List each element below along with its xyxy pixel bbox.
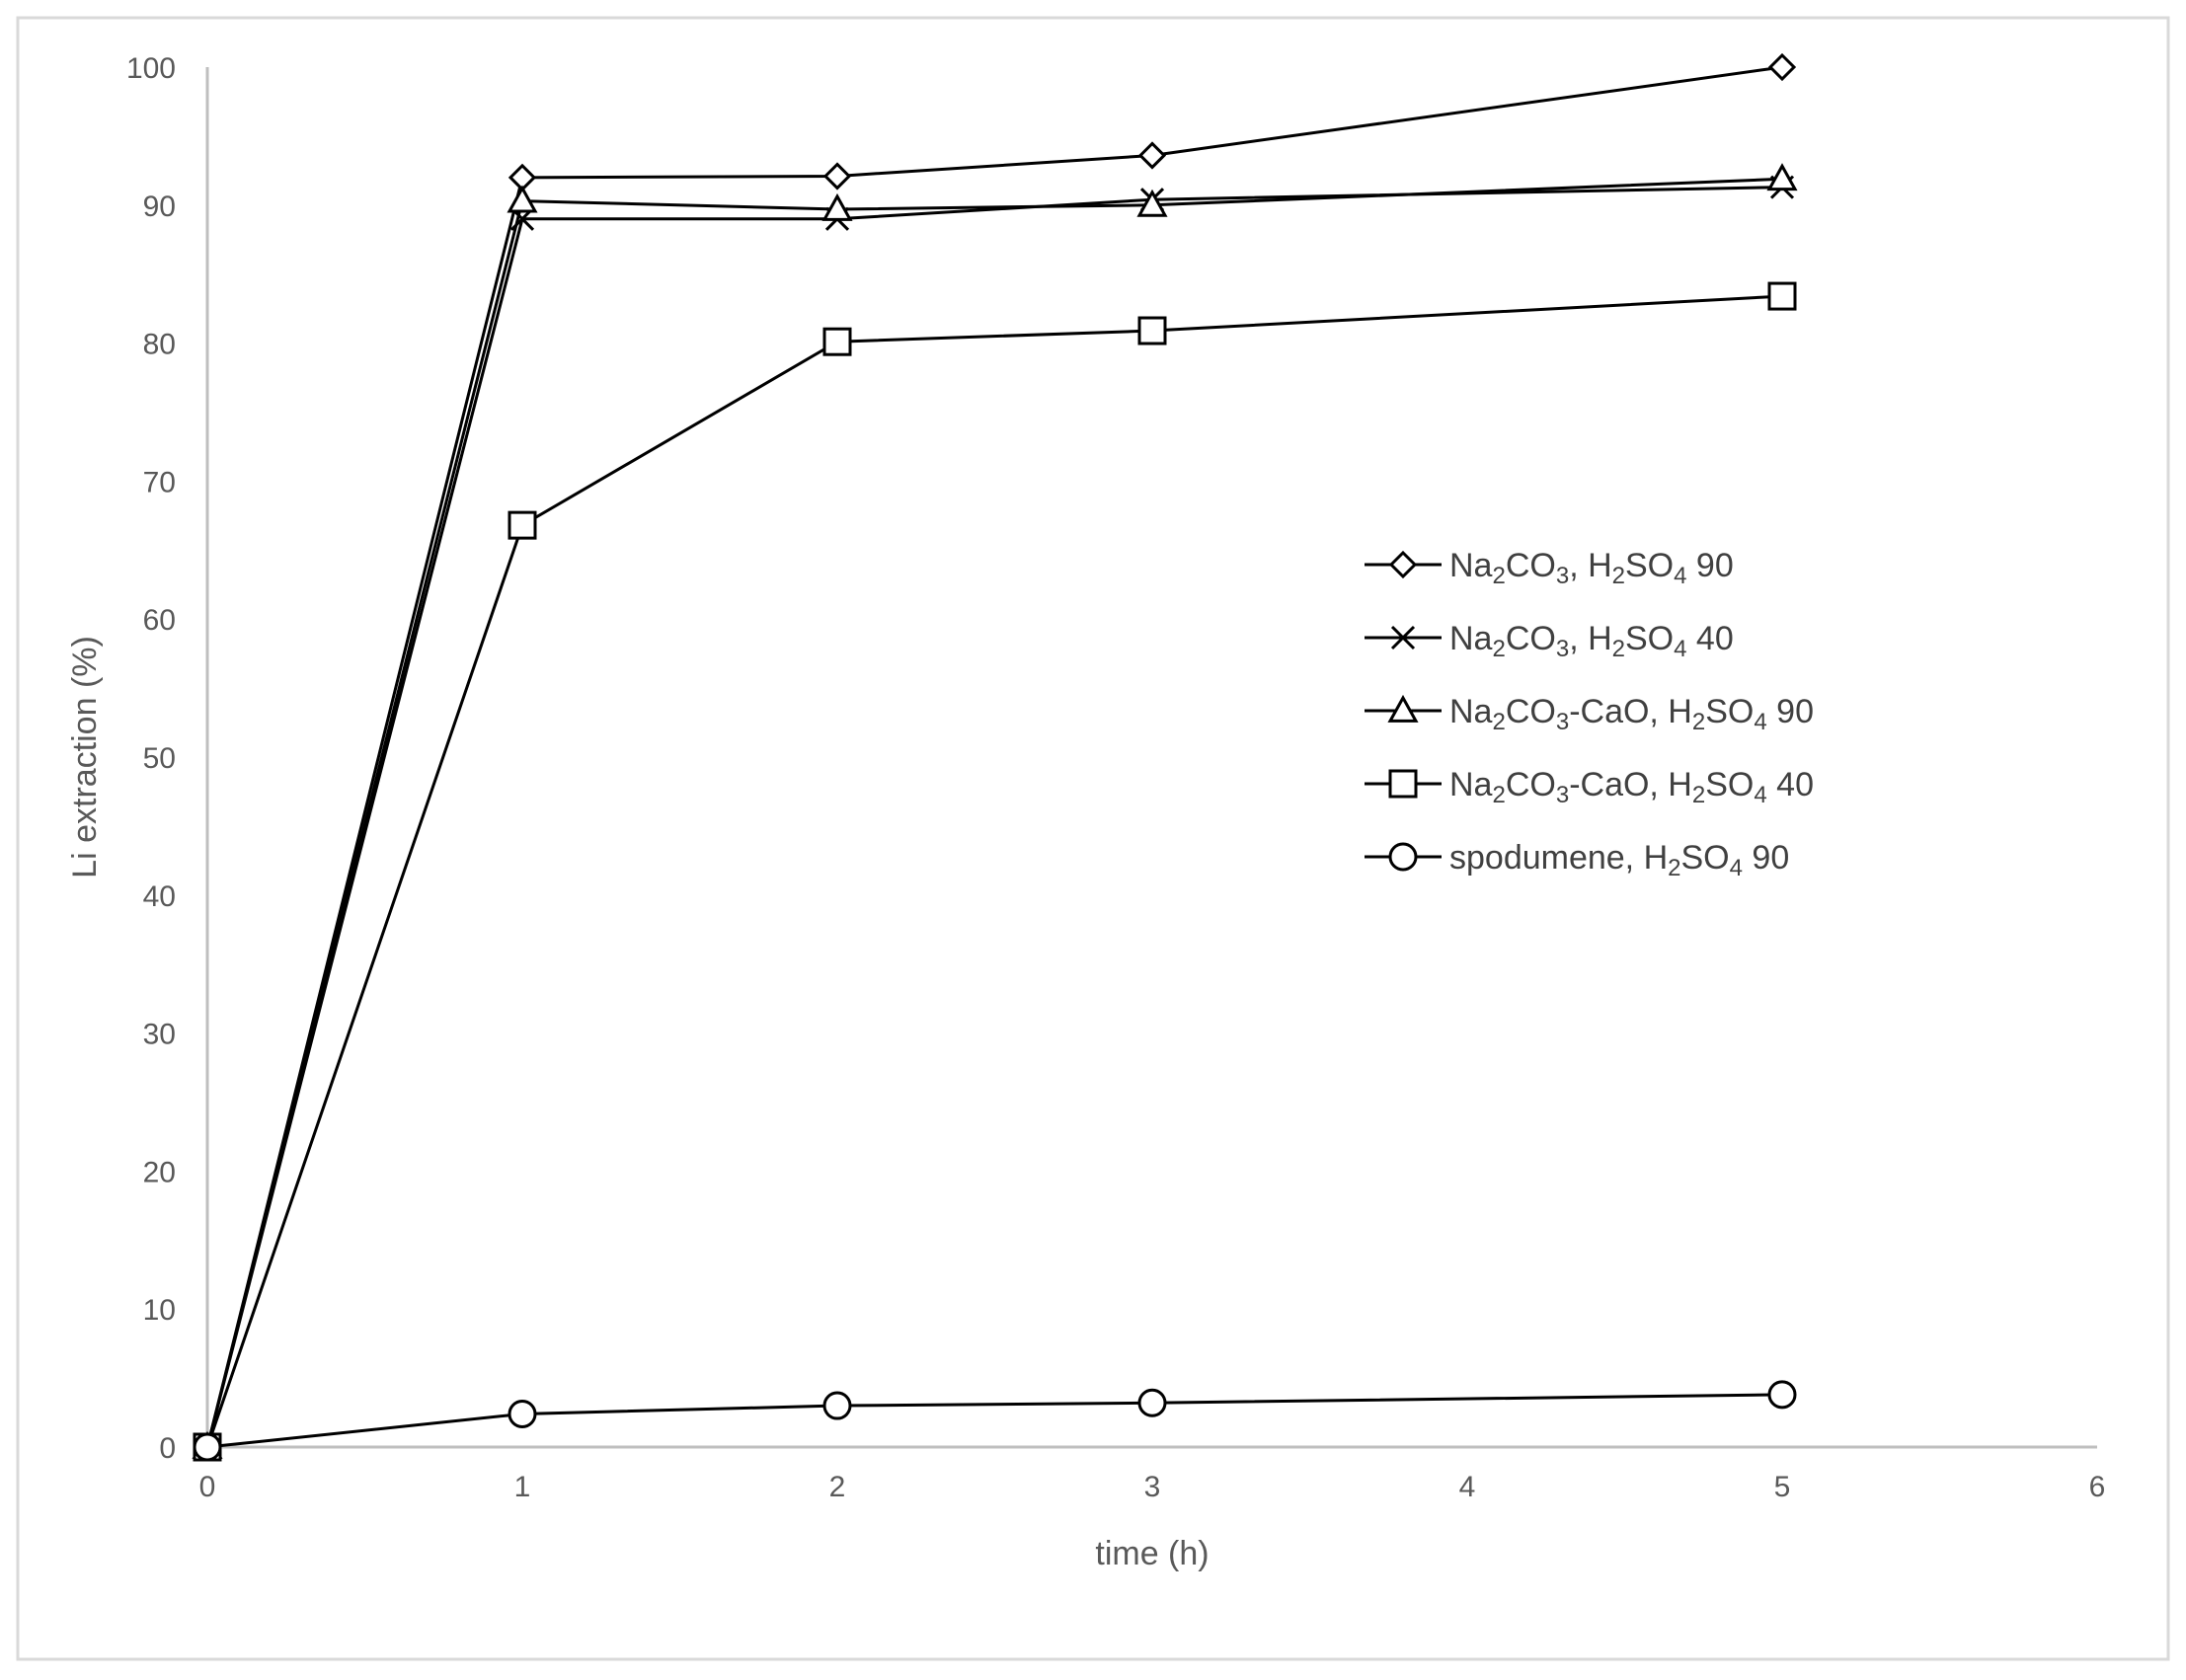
legend-text: 90 (1767, 693, 1814, 730)
legend-text: spodumene, H (1449, 839, 1668, 877)
x-axis-title: time (h) (1095, 1535, 1209, 1572)
y-tick-label: 40 (143, 880, 176, 913)
legend-text: SO (1705, 693, 1754, 730)
legend-text: Na (1449, 693, 1493, 730)
square-marker (507, 510, 537, 540)
legend-label: Na2CO3, H2SO4 40 (1449, 620, 1734, 662)
y-tick-label: 100 (126, 52, 176, 85)
y-tick-label: 80 (143, 329, 176, 361)
legend-text: -CaO, H (1569, 693, 1692, 730)
legend-subscript: 4 (1674, 563, 1686, 589)
legend-label: spodumene, H2SO4 90 (1449, 839, 1789, 881)
legend-subscript: 3 (1556, 563, 1569, 589)
circle-marker (193, 1432, 222, 1462)
diamond-marker (1388, 550, 1418, 579)
y-tick-label: 30 (143, 1019, 176, 1051)
legend-text: SO (1705, 766, 1754, 803)
legend-text: , H (1569, 547, 1611, 584)
x-tick-label: 3 (1144, 1471, 1161, 1503)
x-tick-label: 4 (1459, 1471, 1476, 1503)
legend-label: Na2CO3-CaO, H2SO4 90 (1449, 693, 1814, 735)
series-circle (193, 1380, 1797, 1462)
legend-text: Na (1449, 620, 1493, 657)
x-tick-label: 2 (829, 1471, 846, 1503)
legend-subscript: 4 (1674, 636, 1686, 662)
legend-subscript: 4 (1754, 709, 1766, 735)
legend-text: 40 (1686, 620, 1733, 657)
circle-marker (1388, 842, 1418, 872)
legend-text: 90 (1743, 839, 1789, 877)
legend-text: SO (1625, 620, 1674, 657)
x-tick-label: 5 (1774, 1471, 1791, 1503)
y-tick-label: 50 (143, 742, 176, 775)
circle-marker (507, 1399, 537, 1428)
legend-text: CO (1506, 766, 1556, 803)
square-marker (1767, 281, 1797, 311)
legend-label: Na2CO3, H2SO4 90 (1449, 547, 1734, 589)
legend-subscript: 2 (1492, 709, 1505, 735)
legend-text: 40 (1767, 766, 1814, 803)
legend-item: spodumene, H2SO4 90 (1365, 839, 1789, 881)
legend-text: CO (1506, 547, 1556, 584)
legend-subscript: 4 (1754, 782, 1766, 808)
legend-subscript: 2 (1492, 782, 1505, 808)
legend-text: CO (1506, 693, 1556, 730)
legend-item: Na2CO3, H2SO4 40 (1365, 620, 1734, 662)
legend-subscript: 2 (1692, 782, 1705, 808)
y-tick-label: 20 (143, 1156, 176, 1188)
legend-text: , H (1569, 620, 1611, 657)
chart-border (16, 16, 2170, 1661)
y-axis-title: Li extraction (%) (66, 636, 104, 878)
circle-marker (1767, 1380, 1797, 1410)
legend-text: SO (1681, 839, 1730, 877)
legend-subscript: 2 (1612, 563, 1625, 589)
legend-subscript: 2 (1692, 709, 1705, 735)
triangle-marker (507, 185, 538, 213)
legend-subscript: 4 (1730, 855, 1743, 881)
cross-marker (1390, 625, 1416, 650)
legend-text: 90 (1686, 547, 1733, 584)
triangle-marker (1136, 189, 1168, 217)
legend-item: Na2CO3-CaO, H2SO4 40 (1365, 766, 1814, 808)
legend-text: CO (1506, 620, 1556, 657)
triangle-marker (1387, 694, 1419, 723)
y-tick-label: 90 (143, 191, 176, 223)
x-tick-label: 0 (199, 1471, 216, 1503)
legend-text: Na (1449, 766, 1493, 803)
y-tick-label: 10 (143, 1294, 176, 1327)
series-group (192, 52, 1798, 1462)
legend-text: SO (1625, 547, 1674, 584)
legend-item: Na2CO3, H2SO4 90 (1365, 547, 1734, 589)
y-tick-label: 0 (159, 1432, 176, 1465)
legend-text: -CaO, H (1569, 766, 1692, 803)
diamond-marker (1767, 52, 1797, 82)
y-tick-label: 70 (143, 466, 176, 498)
legend-label: Na2CO3-CaO, H2SO4 40 (1449, 766, 1814, 808)
legend-subscript: 3 (1556, 709, 1569, 735)
legend-subscript: 2 (1492, 636, 1505, 662)
legend-subscript: 2 (1668, 855, 1680, 881)
y-tick-label: 60 (143, 604, 176, 637)
diamond-marker (1137, 141, 1167, 170)
square-marker (1137, 316, 1167, 345)
legend-text: Na (1449, 547, 1493, 584)
circle-marker (1137, 1388, 1167, 1417)
legend-item: Na2CO3-CaO, H2SO4 90 (1365, 693, 1814, 735)
circle-marker (822, 1391, 852, 1420)
legend-subscript: 2 (1612, 636, 1625, 662)
x-tick-label: 6 (2089, 1471, 2106, 1503)
square-marker (1388, 769, 1418, 799)
triangle-marker (1766, 163, 1798, 191)
x-tick-label: 1 (514, 1471, 531, 1503)
square-marker (822, 327, 852, 356)
legend-subscript: 3 (1556, 636, 1569, 662)
legend-subscript: 3 (1556, 782, 1569, 808)
diamond-marker (822, 162, 852, 191)
triangle-marker (821, 192, 853, 221)
legend-subscript: 2 (1492, 563, 1505, 589)
